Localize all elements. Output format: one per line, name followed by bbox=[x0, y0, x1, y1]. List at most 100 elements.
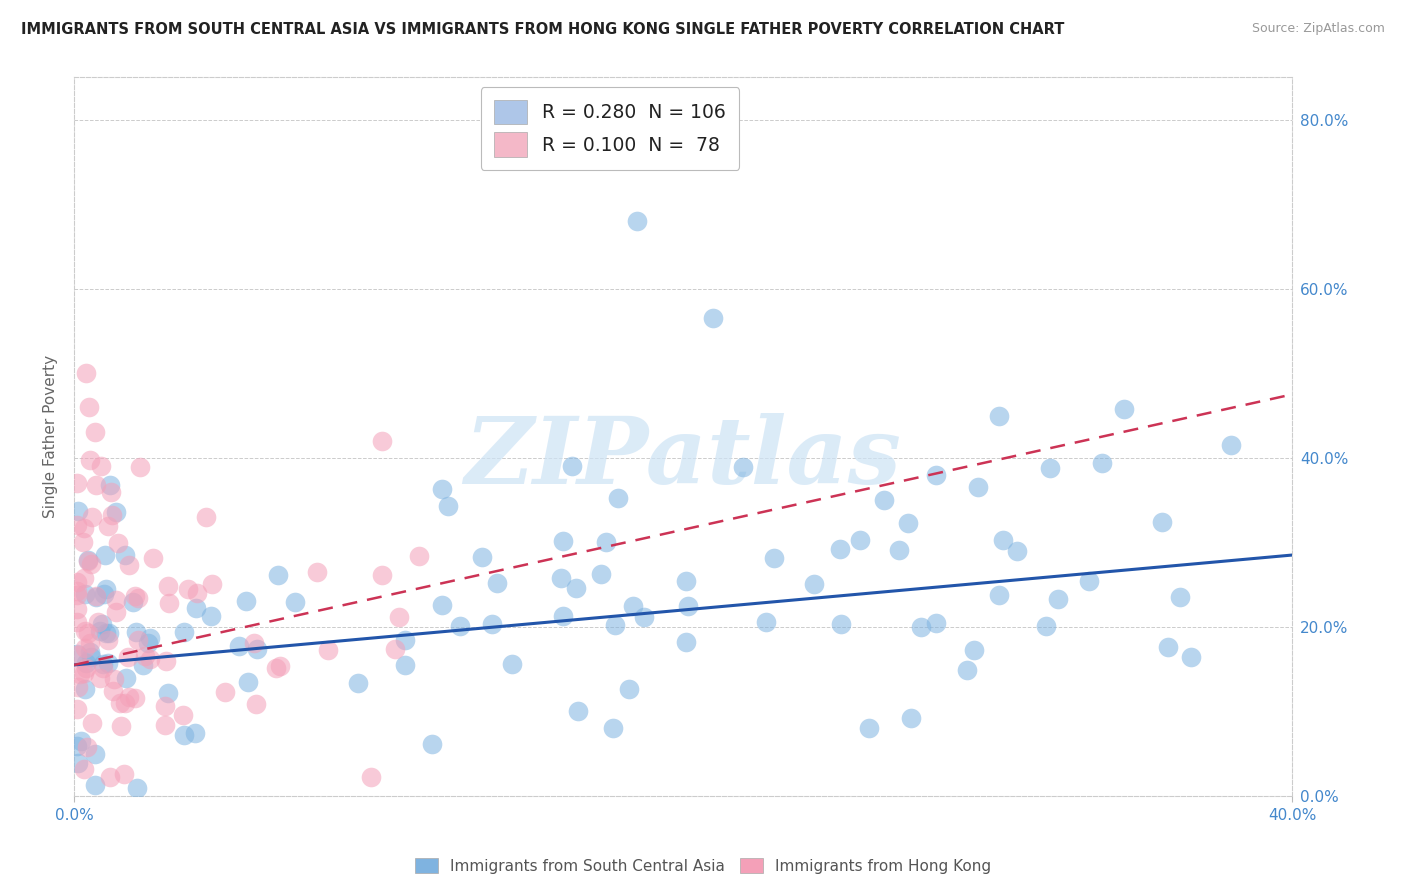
Point bbox=[66, 647, 89, 661]
Text: ZIPatlas: ZIPatlas bbox=[464, 413, 901, 503]
Point bbox=[73, 587, 96, 601]
Point bbox=[87, 615, 110, 629]
Point bbox=[993, 533, 1015, 548]
Point bbox=[66, 504, 89, 518]
Point bbox=[1150, 515, 1173, 529]
Point bbox=[127, 633, 149, 648]
Point bbox=[77, 554, 100, 568]
Point bbox=[897, 516, 920, 530]
Point bbox=[200, 576, 222, 591]
Point bbox=[235, 593, 257, 607]
Point bbox=[316, 643, 339, 657]
Point bbox=[94, 548, 117, 562]
Point bbox=[987, 588, 1010, 602]
Point bbox=[561, 459, 583, 474]
Point bbox=[1007, 544, 1029, 558]
Point bbox=[66, 648, 89, 662]
Point bbox=[702, 311, 724, 326]
Point bbox=[69, 733, 91, 747]
Point bbox=[90, 459, 112, 474]
Point bbox=[1180, 649, 1202, 664]
Point bbox=[91, 657, 114, 671]
Point bbox=[803, 577, 825, 591]
Point bbox=[121, 595, 143, 609]
Point bbox=[86, 478, 108, 492]
Text: Source: ZipAtlas.com: Source: ZipAtlas.com bbox=[1251, 22, 1385, 36]
Point bbox=[94, 582, 117, 597]
Point bbox=[675, 635, 697, 649]
Point bbox=[830, 617, 852, 632]
Point bbox=[963, 642, 986, 657]
Point bbox=[73, 762, 96, 776]
Point bbox=[1046, 592, 1069, 607]
Point bbox=[66, 701, 89, 715]
Point bbox=[1157, 640, 1180, 655]
Point bbox=[124, 589, 146, 603]
Point bbox=[1091, 456, 1114, 470]
Point bbox=[360, 770, 382, 784]
Point bbox=[924, 615, 946, 630]
Point bbox=[114, 549, 136, 563]
Point bbox=[134, 649, 156, 664]
Point bbox=[388, 610, 411, 624]
Point bbox=[66, 680, 89, 694]
Point bbox=[267, 568, 290, 582]
Point bbox=[66, 588, 89, 602]
Point bbox=[66, 476, 89, 491]
Point bbox=[595, 535, 617, 549]
Point bbox=[124, 690, 146, 705]
Point bbox=[129, 459, 152, 474]
Point bbox=[910, 620, 932, 634]
Point bbox=[269, 659, 291, 673]
Point bbox=[988, 409, 1011, 423]
Text: IMMIGRANTS FROM SOUTH CENTRAL ASIA VS IMMIGRANTS FROM HONG KONG SINGLE FATHER PO: IMMIGRANTS FROM SOUTH CENTRAL ASIA VS IM… bbox=[21, 22, 1064, 37]
Point bbox=[925, 467, 948, 482]
Point bbox=[66, 575, 89, 590]
Point bbox=[471, 550, 494, 565]
Point bbox=[384, 642, 406, 657]
Point bbox=[157, 685, 180, 699]
Point bbox=[75, 367, 97, 381]
Point bbox=[73, 571, 96, 585]
Point bbox=[449, 619, 471, 633]
Point bbox=[153, 698, 176, 713]
Point bbox=[73, 681, 96, 696]
Point bbox=[307, 566, 329, 580]
Point bbox=[73, 521, 96, 535]
Point bbox=[1078, 574, 1101, 588]
Point bbox=[394, 657, 416, 672]
Point bbox=[602, 721, 624, 735]
Point bbox=[79, 400, 101, 414]
Point bbox=[77, 625, 100, 640]
Point bbox=[138, 652, 160, 666]
Point bbox=[80, 649, 103, 664]
Point bbox=[284, 595, 307, 609]
Point bbox=[115, 671, 138, 685]
Point bbox=[157, 579, 180, 593]
Point bbox=[84, 747, 107, 762]
Point bbox=[346, 676, 368, 690]
Point bbox=[485, 575, 508, 590]
Point bbox=[138, 636, 160, 650]
Point bbox=[900, 710, 922, 724]
Point bbox=[849, 533, 872, 547]
Point bbox=[245, 697, 267, 711]
Point bbox=[626, 214, 648, 228]
Point bbox=[501, 657, 523, 672]
Point bbox=[84, 589, 107, 603]
Point bbox=[589, 566, 612, 581]
Point bbox=[142, 550, 165, 565]
Point bbox=[246, 642, 269, 657]
Point bbox=[114, 696, 136, 710]
Point bbox=[371, 434, 394, 448]
Point bbox=[76, 740, 98, 755]
Point bbox=[1039, 461, 1062, 475]
Point bbox=[186, 586, 208, 600]
Point bbox=[66, 739, 89, 754]
Point bbox=[214, 685, 236, 699]
Point bbox=[194, 510, 217, 524]
Point bbox=[77, 553, 100, 567]
Point bbox=[617, 681, 640, 696]
Point bbox=[186, 600, 208, 615]
Point bbox=[72, 534, 94, 549]
